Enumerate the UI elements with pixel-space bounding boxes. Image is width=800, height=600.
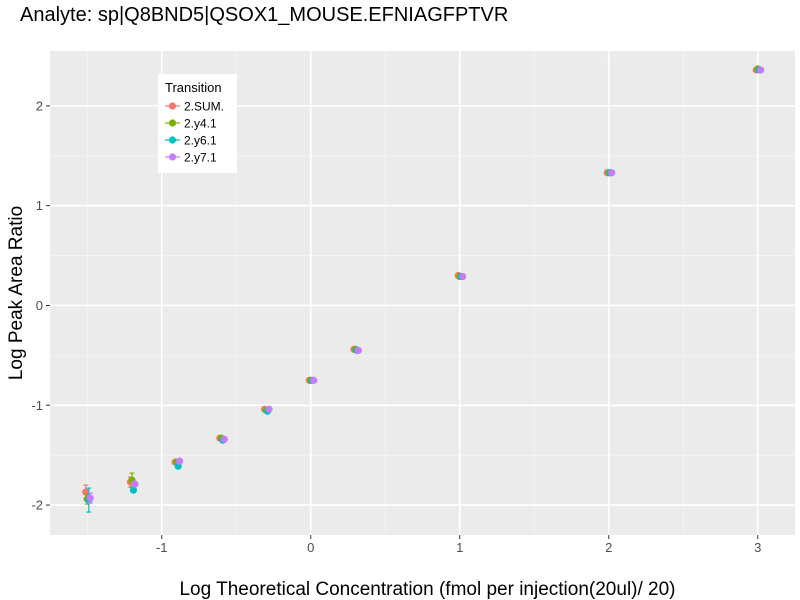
x-tick-label: 2 [605,540,612,555]
data-point-series-3 [459,272,467,281]
data-point-series-3 [176,457,184,465]
legend-label: 2.SUM. [184,100,224,114]
data-point-series-3 [220,435,228,443]
data-point-series-3 [354,346,363,354]
chart-title: Analyte: sp|Q8BND5|QSOX1_MOUSE.EFNIAGFPT… [20,4,509,26]
y-axis-title: Log Peak Area Ratio [6,206,27,380]
data-point-series-3 [608,169,616,177]
data-point-series-3 [310,376,318,384]
legend-label: 2.y4.1 [184,117,217,131]
legend-title: Transition [165,80,222,95]
x-tick-label: 3 [754,540,761,555]
data-point-series-3 [86,494,94,502]
legend: Transition 2.SUM. 2.y4.1 2.y6.1 2.y7.1 [158,74,237,173]
legend-label: 2.y7.1 [184,151,217,165]
legend-label: 2.y6.1 [184,134,217,148]
data-point-series-2 [129,486,138,494]
y-tick-label: 1 [36,198,43,213]
data-point-series-3 [757,66,765,74]
data-point-series-3 [265,405,273,413]
data-points [82,65,765,513]
x-tick-label: 0 [307,540,314,555]
y-tick-label: 0 [36,298,43,313]
axes: -1 0 1 2 3 -2 -1 0 1 2 Log Theoretical Concentrati… [6,98,761,600]
x-tick-label: 1 [456,540,463,555]
y-tick-label: 2 [36,98,43,113]
x-tick-label: -1 [156,540,168,555]
legend-key-point [168,102,177,110]
legend-key-point [168,136,177,144]
legend-key-point [168,119,177,127]
x-axis-title: Log Theoretical Concentration (fmol per … [179,579,675,600]
legend-key-point [168,153,177,161]
y-tick-label: -2 [31,498,43,513]
data-point-series-3 [131,480,139,488]
y-tick-label: -1 [31,398,43,413]
